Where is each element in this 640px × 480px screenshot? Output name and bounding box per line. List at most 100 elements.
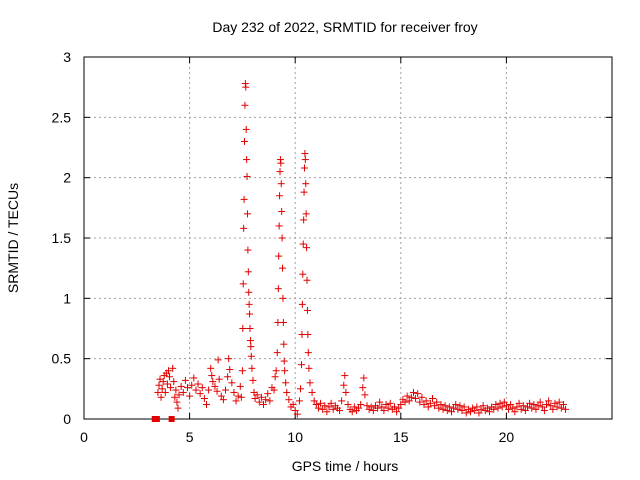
- data-point: [494, 404, 502, 412]
- data-point: [277, 159, 285, 167]
- data-point: [200, 394, 208, 402]
- data-point: [302, 210, 310, 218]
- data-point: [435, 404, 443, 412]
- data-point: [253, 391, 261, 399]
- data-point: [177, 382, 185, 390]
- data-point: [314, 404, 322, 412]
- data-point: [524, 403, 532, 411]
- data-point: [543, 401, 551, 409]
- data-point: [285, 396, 293, 404]
- data-point: [559, 401, 567, 409]
- data-point: [222, 386, 230, 394]
- data-point: [367, 403, 375, 411]
- data-point: [154, 388, 162, 396]
- data-point: [279, 318, 287, 326]
- grid-lines: [84, 57, 612, 419]
- data-point: [416, 398, 424, 406]
- plot-frame: [83, 56, 613, 420]
- data-point: [174, 404, 182, 412]
- data-point: [428, 394, 436, 402]
- y-tick-label: 1.5: [52, 230, 72, 246]
- data-point: [363, 402, 371, 410]
- data-point: [298, 331, 306, 339]
- data-point: [277, 180, 285, 188]
- data-point: [214, 356, 222, 364]
- data-point: [245, 300, 253, 308]
- data-point: [507, 401, 515, 409]
- data-point: [243, 172, 251, 180]
- data-point: [477, 405, 485, 413]
- data-point: [321, 402, 329, 410]
- data-point: [409, 388, 417, 396]
- data-point: [202, 401, 210, 409]
- data-point: [505, 405, 513, 413]
- y-tick-label: 2: [63, 170, 71, 186]
- data-point: [166, 373, 174, 381]
- data-point: [547, 402, 555, 410]
- data-point: [171, 393, 179, 401]
- data-point: [374, 404, 382, 412]
- data-point: [528, 404, 536, 412]
- data-point: [308, 388, 316, 396]
- data-point: [450, 404, 458, 412]
- data-point: [312, 401, 320, 409]
- data-point: [530, 401, 538, 409]
- data-point: [301, 156, 309, 164]
- data-point: [519, 402, 527, 410]
- data-point: [447, 408, 455, 416]
- data-point: [473, 403, 481, 411]
- data-point: [521, 407, 529, 415]
- data-point: [433, 398, 441, 406]
- data-point: [390, 403, 398, 411]
- data-point: [553, 403, 561, 411]
- data-point: [540, 407, 548, 415]
- data-point: [378, 403, 386, 411]
- data-point: [536, 398, 544, 406]
- data-point: [303, 306, 311, 314]
- data-point: [159, 378, 167, 386]
- axis-ticks: 0 0.5 1 1.5 2 2.5 3 0 5 10 15 20: [52, 49, 612, 445]
- data-point: [246, 337, 254, 345]
- data-point: [549, 405, 557, 413]
- data-point: [483, 404, 491, 412]
- data-point: [431, 402, 439, 410]
- data-point: [306, 379, 314, 387]
- data-point: [479, 402, 487, 410]
- data-point: [317, 399, 325, 407]
- data-point: [360, 374, 368, 382]
- data-point: [158, 385, 166, 393]
- data-point: [357, 401, 365, 409]
- data-point: [205, 386, 213, 394]
- data-point: [249, 376, 257, 384]
- data-point: [169, 364, 177, 372]
- data-point: [490, 405, 498, 413]
- data-point: [192, 386, 200, 394]
- data-point: [175, 391, 183, 399]
- data-point: [163, 380, 171, 388]
- data-point: [496, 399, 504, 407]
- data-point: [279, 294, 287, 302]
- data-point: [299, 240, 307, 248]
- data-point: [355, 404, 363, 412]
- x-tick-label: 15: [393, 429, 409, 445]
- data-point: [498, 403, 506, 411]
- data-point: [245, 288, 253, 296]
- data-point: [198, 384, 206, 392]
- x-tick-label: 20: [499, 429, 515, 445]
- data-point: [532, 405, 540, 413]
- data-point: [242, 125, 250, 133]
- data-point: [456, 402, 464, 410]
- data-point: [281, 367, 289, 375]
- data-point: [545, 397, 553, 405]
- data-point: [247, 343, 255, 351]
- data-point: [167, 384, 175, 392]
- data-point: [274, 285, 282, 293]
- data-point: [407, 393, 415, 401]
- data-point: [298, 300, 306, 308]
- data-point: [219, 396, 227, 404]
- data-point: [208, 372, 216, 380]
- data-point: [323, 408, 331, 416]
- data-point: [538, 403, 546, 411]
- data-point: [384, 404, 392, 412]
- data-point: [186, 392, 194, 400]
